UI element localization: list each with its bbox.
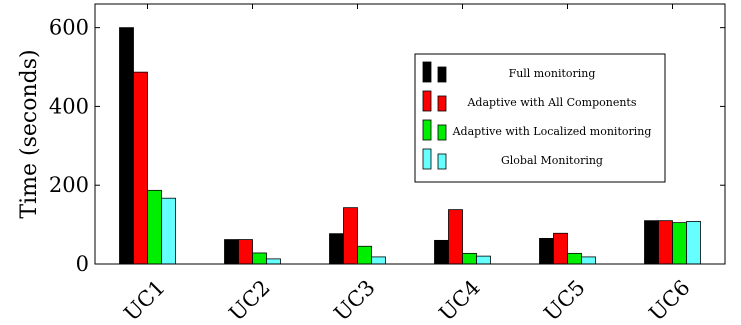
bar-uc4-series-4: [476, 255, 491, 265]
plot-frame: [94, 3, 726, 265]
bar-uc3-series-2: [343, 207, 358, 265]
legend-box: [414, 53, 666, 183]
legend-swatch: [437, 153, 447, 170]
bar-uc2-series-3: [252, 252, 267, 265]
bar-uc3-series-3: [357, 245, 372, 265]
x-tick-label: UC5: [539, 275, 589, 325]
legend-entry-label: Adaptive with All Components: [466, 96, 636, 109]
legend-swatch: [422, 90, 432, 112]
bar-uc6-series-3: [672, 222, 687, 265]
bar-uc2-series-4: [266, 258, 281, 265]
x-tick-label: UC4: [434, 275, 484, 325]
bar-uc2-series-1: [224, 239, 239, 265]
bar-uc4-series-2: [448, 209, 463, 265]
bar-uc4-series-3: [462, 252, 477, 265]
bar-uc1-series-2: [133, 71, 148, 265]
legend-swatch: [437, 95, 447, 112]
bar-uc1-series-4: [161, 197, 176, 265]
bar-uc6-series-1: [644, 220, 659, 265]
bar-uc6-series-4: [686, 221, 701, 265]
y-axis-label: Time (seconds): [17, 49, 42, 218]
legend-swatch: [422, 148, 432, 170]
x-tick-label: UC2: [224, 275, 274, 325]
legend-entry-label: Adaptive with Localized monitoring: [452, 125, 652, 138]
x-tick-label: UC1: [119, 275, 169, 325]
bar-uc1-series-3: [147, 189, 162, 265]
y-tick-label: 600: [49, 16, 89, 40]
y-tick-label: 400: [49, 94, 89, 118]
bar-uc3-series-4: [371, 256, 386, 265]
bar-uc5-series-4: [581, 256, 596, 265]
legend-entry-label: Full monitoring: [509, 67, 596, 80]
bar-uc5-series-2: [553, 232, 568, 265]
bar-uc3-series-1: [329, 233, 344, 265]
bar-uc1-series-1: [119, 27, 134, 265]
legend-entry-label: Global Monitoring: [501, 154, 603, 167]
bar-uc2-series-2: [238, 239, 253, 265]
legend: Full monitoring Adaptive with All Compone…: [414, 53, 666, 183]
bar-uc5-series-3: [567, 252, 582, 265]
bar-uc4-series-1: [434, 239, 449, 265]
x-tick-label: UC3: [329, 275, 379, 325]
legend-swatch: [422, 61, 432, 83]
legend-swatch: [437, 124, 447, 141]
y-tick-label: 0: [76, 252, 89, 276]
legend-swatch: [437, 66, 447, 83]
legend-swatch: [422, 119, 432, 141]
y-tick-label: 200: [49, 173, 89, 197]
bar-uc5-series-1: [539, 237, 554, 265]
x-tick-label: UC6: [644, 275, 694, 325]
y-axis-ticks: 0 200 400 600: [49, 16, 725, 276]
bars: [119, 27, 701, 265]
bar-uc6-series-2: [658, 220, 673, 265]
